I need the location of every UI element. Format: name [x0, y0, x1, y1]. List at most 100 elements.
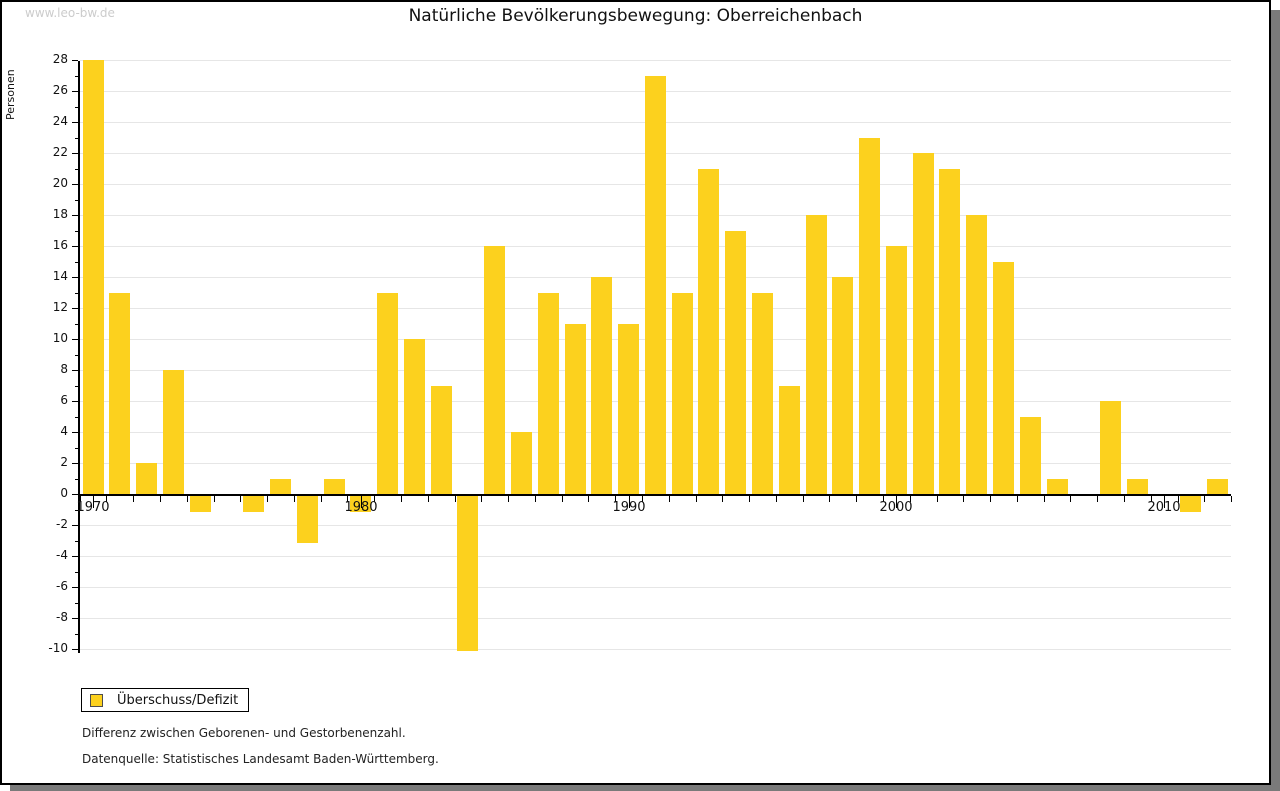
bar-2004 — [993, 262, 1014, 495]
y-tick-20 — [72, 184, 78, 185]
drop-shadow-right — [1271, 10, 1280, 791]
x-tick-boundary — [910, 496, 911, 502]
y-axis-tick-label--8: -8 — [56, 610, 68, 624]
y-axis-tick-label-16: 16 — [52, 238, 68, 252]
y-axis-tick-label-14: 14 — [52, 269, 68, 283]
bar-2011 — [1180, 496, 1201, 512]
gridline--4 — [80, 556, 1231, 557]
x-tick-boundary — [294, 496, 295, 502]
y-tick-11 — [75, 324, 78, 325]
y-tick--8 — [72, 618, 78, 619]
bar-2003 — [966, 215, 987, 494]
bar-1996 — [779, 386, 800, 495]
y-tick--5 — [75, 572, 78, 573]
bar-2006 — [1047, 479, 1068, 495]
y-tick-9 — [75, 355, 78, 356]
x-tick-major-2000 — [896, 496, 897, 508]
y-tick-8 — [72, 370, 78, 371]
x-tick-boundary — [642, 496, 643, 502]
y-axis-tick-label--6: -6 — [56, 579, 68, 593]
x-tick-boundary — [1097, 496, 1098, 502]
y-tick-2 — [72, 463, 78, 464]
y-tick-3 — [75, 448, 78, 449]
y-tick-0 — [72, 494, 78, 495]
x-tick-boundary — [1044, 496, 1045, 502]
bar-1976 — [243, 496, 264, 512]
x-tick-boundary — [1204, 496, 1205, 502]
bar-1977 — [270, 479, 291, 495]
x-tick-boundary — [1017, 496, 1018, 502]
x-tick-boundary — [669, 496, 670, 502]
bar-1993 — [698, 169, 719, 495]
bar-1994 — [725, 231, 746, 495]
x-tick-boundary — [588, 496, 589, 502]
bar-1980 — [350, 496, 371, 512]
x-tick-boundary — [455, 496, 456, 502]
chart-title: Natürliche Bevölkerungsbewegung: Oberrei… — [408, 6, 863, 26]
plot-area: -10 -8 -6 -4 -2 0 2 4 6 8 10 12 14 16 18 20 22 24 26 28 1970… — [2, 2, 1269, 783]
y-tick-6 — [72, 401, 78, 402]
y-tick--10 — [72, 649, 78, 650]
bar-1990 — [618, 324, 639, 495]
bar-2001 — [913, 153, 934, 494]
y-tick-15 — [75, 262, 78, 263]
x-axis-label-1970: 1970 — [76, 500, 110, 515]
x-tick-boundary — [722, 496, 723, 502]
y-tick--4 — [72, 556, 78, 557]
bar-2005 — [1020, 417, 1041, 495]
x-tick-boundary — [214, 496, 215, 502]
x-tick-boundary — [937, 496, 938, 502]
gridline-28 — [80, 60, 1231, 61]
bar-1999 — [859, 138, 880, 495]
x-tick-boundary — [347, 496, 348, 502]
bar-1972 — [136, 463, 157, 494]
y-tick-14 — [72, 277, 78, 278]
y-tick-4 — [72, 432, 78, 433]
x-tick-boundary — [803, 496, 804, 502]
x-tick-boundary — [535, 496, 536, 502]
x-tick-boundary — [1151, 496, 1152, 502]
drop-shadow-bottom — [10, 785, 1280, 791]
y-axis-tick-label-26: 26 — [52, 83, 68, 97]
bar-1985 — [484, 246, 505, 494]
bar-2008 — [1100, 401, 1121, 494]
bar-2000 — [886, 246, 907, 494]
bar-1988 — [565, 324, 586, 495]
bar-1971 — [109, 293, 130, 495]
legend-color-swatch — [90, 693, 103, 707]
bar-1995 — [752, 293, 773, 495]
bar-1982 — [404, 339, 425, 494]
footnote-datasource: Datenquelle: Statistisches Landesamt Bad… — [82, 752, 439, 766]
y-axis-tick-label-6: 6 — [60, 393, 68, 407]
gridline--6 — [80, 587, 1231, 588]
x-tick-boundary — [829, 496, 830, 502]
x-tick-boundary — [1178, 496, 1179, 502]
legend: Überschuss/Defizit — [81, 688, 249, 712]
y-tick--7 — [75, 603, 78, 604]
x-tick-boundary — [133, 496, 134, 502]
x-tick-boundary — [481, 496, 482, 502]
x-tick-major-1990 — [629, 496, 630, 508]
y-axis-line — [78, 61, 80, 653]
y-tick-23 — [75, 138, 78, 139]
x-tick-boundary — [1070, 496, 1071, 502]
bar-1998 — [832, 277, 853, 494]
x-tick-boundary — [160, 496, 161, 502]
x-tick-major-1970 — [93, 496, 94, 508]
y-tick-12 — [72, 308, 78, 309]
y-tick-22 — [72, 153, 78, 154]
gridline--8 — [80, 618, 1231, 619]
bar-1979 — [324, 479, 345, 495]
x-tick-boundary — [240, 496, 241, 502]
y-axis-tick-label-2: 2 — [60, 455, 68, 469]
x-axis-label-1980: 1980 — [344, 500, 378, 515]
bar-2012 — [1207, 479, 1228, 495]
x-tick-boundary — [80, 496, 81, 502]
gridline--10 — [80, 649, 1231, 650]
x-tick-boundary — [1124, 496, 1125, 502]
y-tick-17 — [75, 231, 78, 232]
x-axis-line — [78, 494, 1231, 496]
y-axis-tick-label-12: 12 — [52, 300, 68, 314]
y-axis-tick-label--10: -10 — [48, 641, 68, 655]
bar-1978 — [297, 496, 318, 543]
